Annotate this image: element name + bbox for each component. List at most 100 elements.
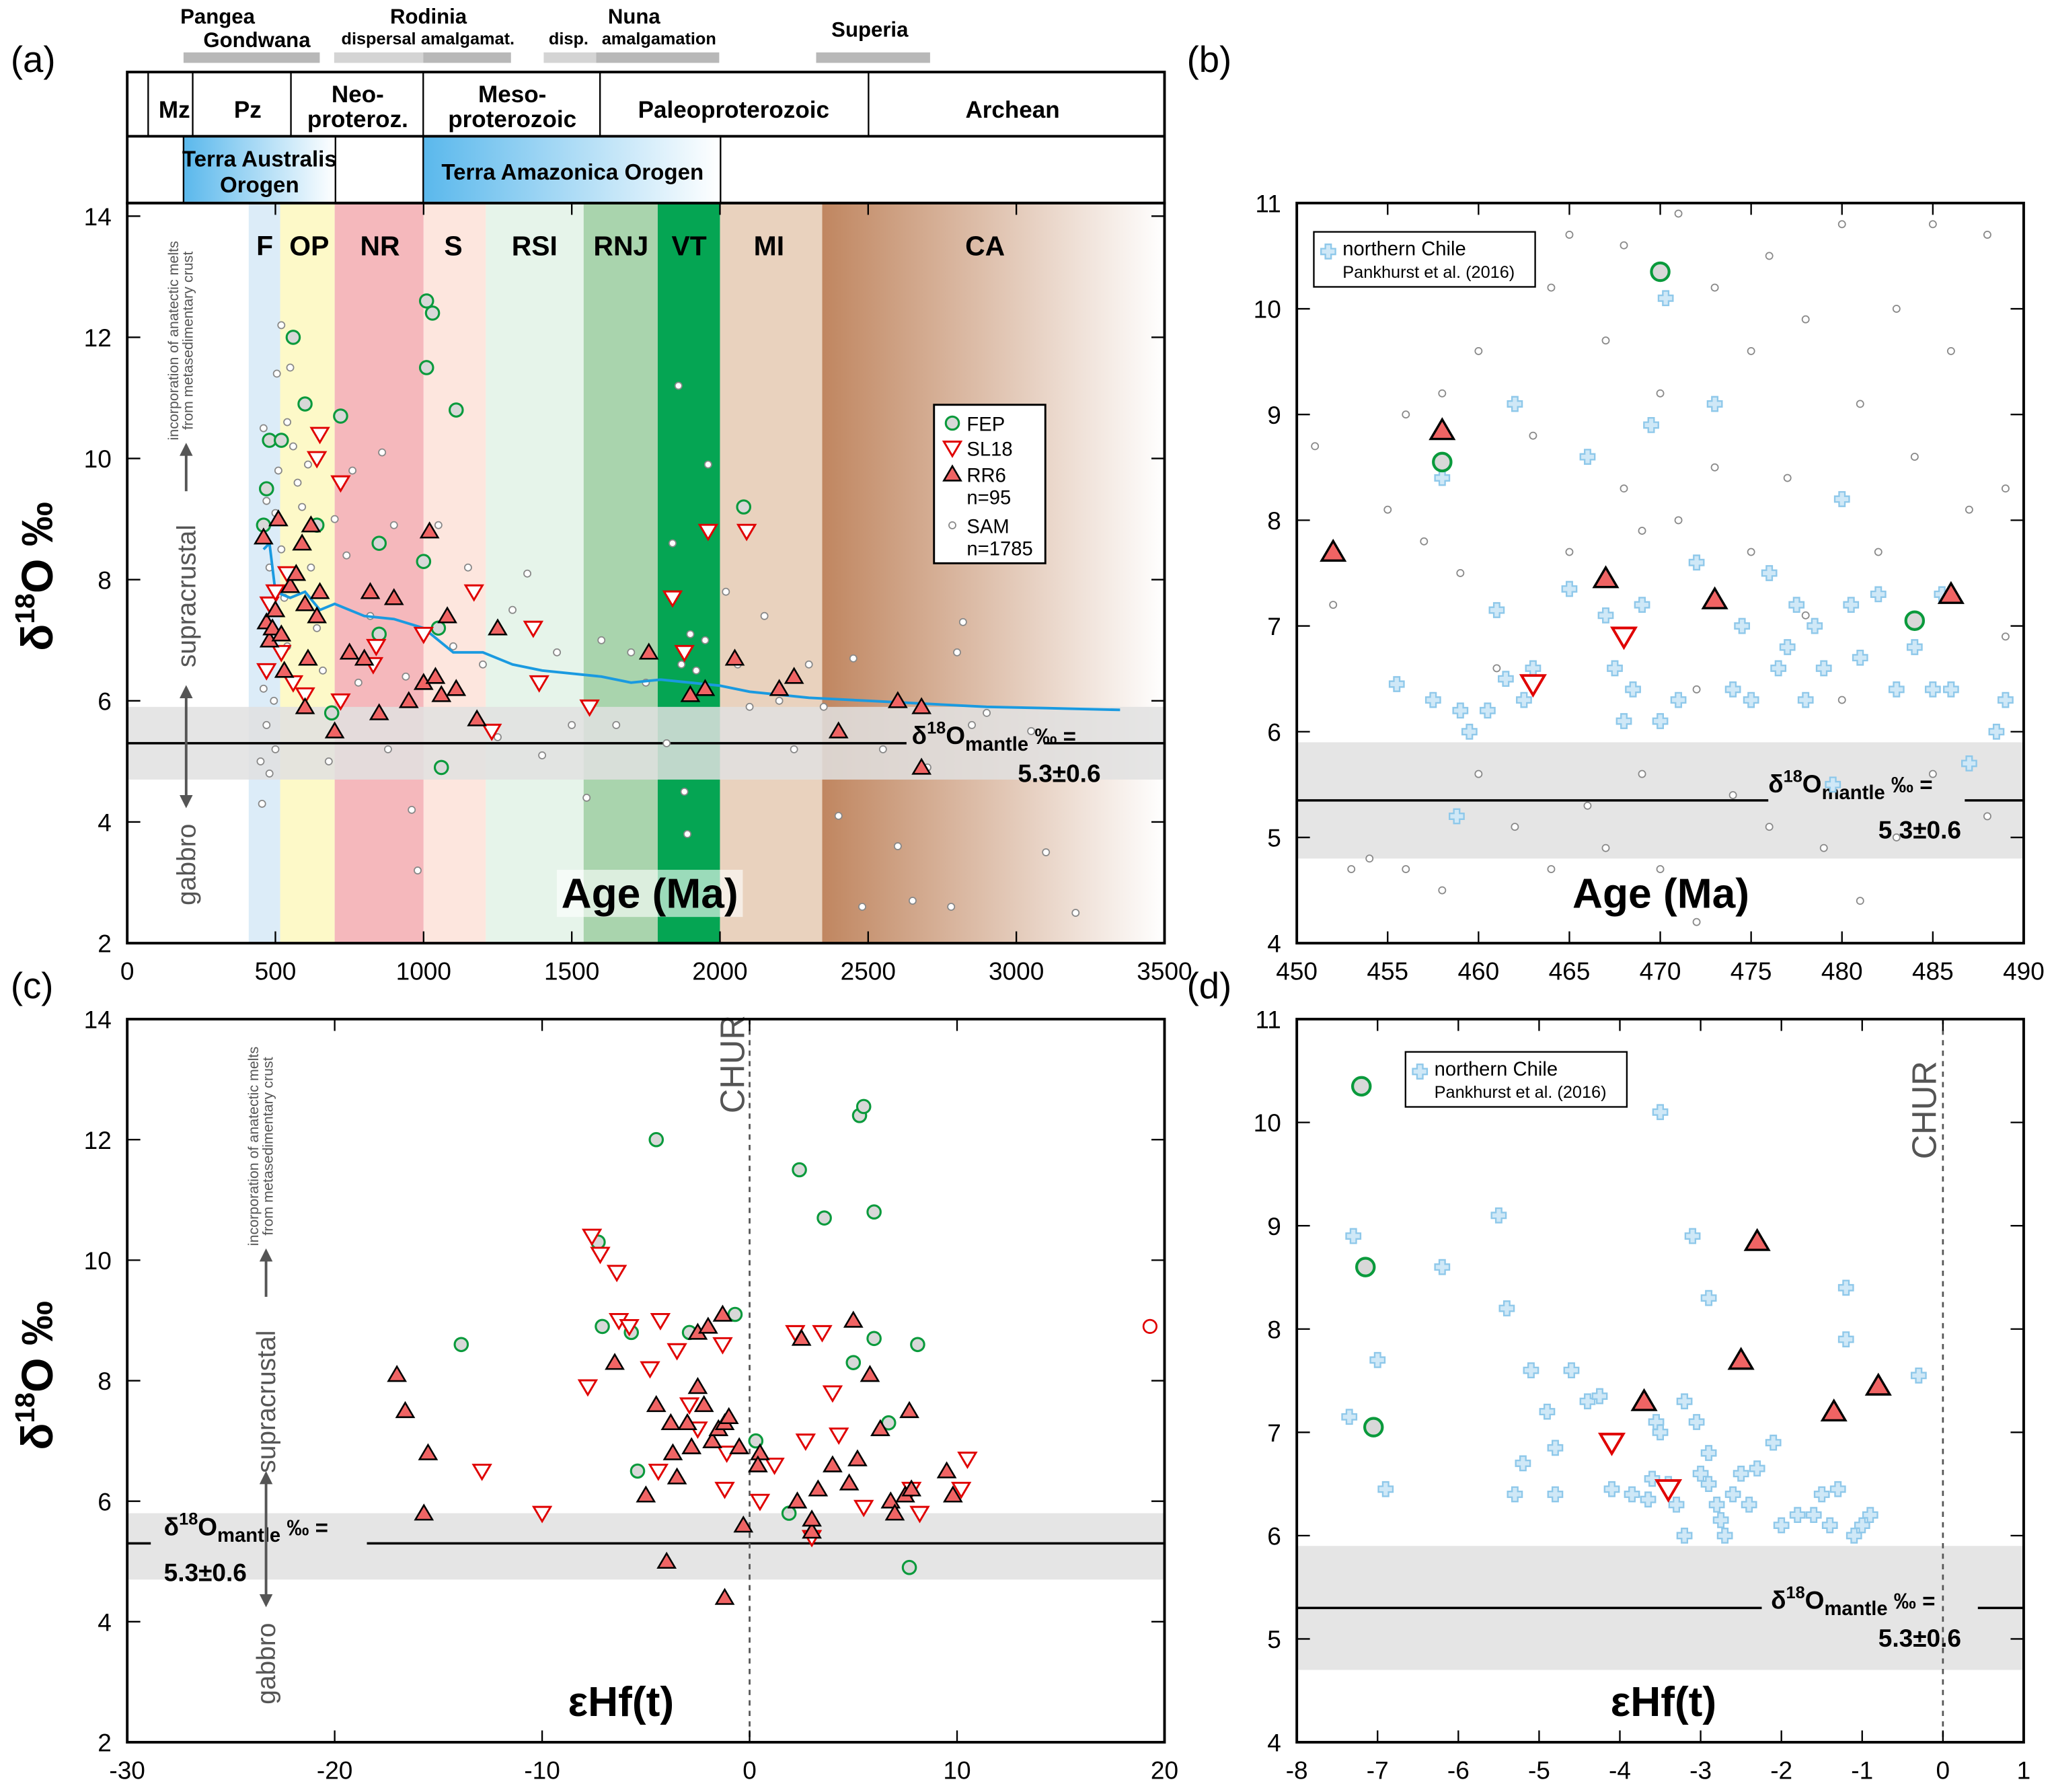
stage-band (334, 202, 424, 944)
rr6-point (712, 1304, 733, 1322)
panel-a-points (253, 293, 932, 776)
sam-point (270, 696, 278, 705)
sam-point (1402, 865, 1410, 874)
y-tick-label: 2 (98, 1729, 112, 1757)
sam-point (1765, 823, 1774, 831)
supercontinent-bar (596, 52, 720, 63)
fep-point (285, 330, 301, 345)
sl18-point (828, 1427, 849, 1446)
northern-chile-point (1700, 1445, 1717, 1461)
sam-point (1856, 400, 1864, 408)
northern-chile-point (1670, 692, 1687, 708)
panel-label: (b) (1187, 39, 1232, 80)
y-tick-label: 2 (98, 930, 112, 958)
supercontinent-label: Superia (831, 18, 909, 42)
x-tick-label: 1500 (544, 958, 599, 985)
sam-point (1692, 918, 1701, 926)
orogen-label: Orogen (220, 173, 299, 198)
fep-point (781, 1505, 797, 1521)
x-axis-label: Age (Ma) (1572, 871, 1749, 918)
sam-point (1801, 315, 1810, 324)
sl18-point (366, 638, 387, 657)
fep-point (1355, 1257, 1376, 1277)
x-tick-label: 0 (120, 958, 135, 985)
terra-amazonica-box (423, 137, 721, 202)
anatectic-label: from metasedimentary crust (180, 252, 196, 430)
mantle-label: δ18Omantle ‰ = (1768, 768, 1932, 804)
sam-point (1874, 548, 1882, 556)
legend: northern Chile Pankhurst et al. (2016) (1404, 1051, 1628, 1108)
supercontinent-label: dispersal (342, 30, 416, 48)
sl18-point (309, 426, 330, 445)
sam-point (1456, 569, 1465, 577)
rr6-point (942, 1485, 963, 1503)
x-tick-label: 1 (2017, 1757, 2031, 1785)
northern-chile-point (1843, 597, 1860, 613)
northern-chile-point (1761, 565, 1778, 581)
text-span: O ‰ (13, 1301, 63, 1392)
mantle-label: δ18Omantle ‰ = (912, 719, 1076, 755)
northern-chile-point (1821, 1517, 1838, 1534)
text-span: O (946, 722, 965, 749)
legend-entry: FEP (966, 414, 1005, 436)
sam-point (2001, 484, 2010, 493)
sam-point (1638, 527, 1646, 535)
x-axis-label: εHf(t) (1611, 1679, 1717, 1725)
sl18-point (697, 523, 719, 542)
fep-point (416, 554, 432, 569)
y-tick-label: 8 (1267, 1316, 1281, 1343)
rr6-point (888, 691, 908, 708)
sam-point (330, 515, 339, 523)
y-tick-label: 8 (98, 1368, 112, 1395)
sam-point (692, 666, 701, 675)
x-tick-label: -30 (109, 1757, 145, 1785)
sam-point (1620, 484, 1628, 493)
panel-a-axes: 0 500 1000 1500 2000 2500 3000 3500 2 4 6 8 10 12 14 (84, 201, 1192, 985)
stage-label-nr: NR (360, 231, 400, 262)
panel-a-points (256, 321, 1080, 918)
sl18-point (295, 687, 315, 705)
fep-point (1650, 261, 1671, 283)
fep-point (727, 1306, 743, 1322)
sam-point (1565, 548, 1574, 556)
text-span: 18 (1786, 1583, 1805, 1602)
y-axis-label: δ18O ‰ (9, 502, 63, 651)
sam-point (434, 521, 443, 529)
text-span: O (1805, 1586, 1825, 1614)
northern-chile-point (1724, 681, 1741, 698)
northern-chile-point (1733, 1465, 1749, 1482)
sl18-point (1654, 1479, 1683, 1503)
rr6-point (656, 1551, 677, 1569)
panel-b-points (1311, 209, 2014, 926)
rr6-point (295, 697, 315, 714)
stage-label-f: F (256, 231, 273, 262)
sl18-point (256, 663, 277, 681)
sam-point (834, 812, 843, 820)
era-label: Pz (234, 97, 262, 123)
northern-chile-point (1634, 597, 1650, 613)
supercontinent-label: Gondwana (203, 28, 311, 52)
northern-chile-point (1988, 723, 2005, 740)
sam-point (553, 648, 562, 657)
rr6-point (677, 1413, 697, 1430)
sam-point (1674, 516, 1683, 525)
northern-chile-point (1770, 660, 1787, 677)
rr6-point (1727, 1347, 1755, 1370)
mantle-value: 5.3±0.6 (1878, 816, 1961, 844)
sam-point (701, 636, 710, 644)
rr6-point (808, 1479, 829, 1497)
northern-chile-point (1561, 581, 1578, 597)
fep-point (418, 293, 434, 309)
sl18-point (764, 1457, 785, 1475)
fep-point (1432, 451, 1453, 473)
sam-point (449, 642, 457, 650)
sam-point (258, 800, 266, 808)
text-span: 18 (9, 593, 40, 624)
sl18-point (853, 1499, 874, 1518)
northern-chile-point (1743, 692, 1759, 708)
fep-point (845, 1355, 862, 1370)
supercontinent-bar (183, 52, 320, 63)
sam-point (2001, 632, 2010, 641)
northern-chile-point (1825, 776, 1841, 793)
